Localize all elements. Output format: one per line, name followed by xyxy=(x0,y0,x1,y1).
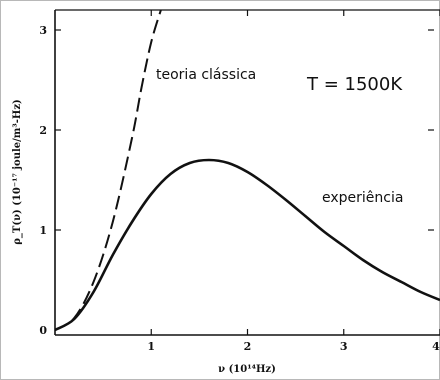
series-group xyxy=(55,10,440,332)
y-tick-label: 2 xyxy=(39,124,47,137)
x-tick-label: 4 xyxy=(432,340,440,353)
y-tick-label: 3 xyxy=(39,24,47,37)
x-tick-label: 2 xyxy=(244,340,252,353)
annotation-classical: teoria clássica xyxy=(156,67,256,83)
series-line-classical xyxy=(55,10,162,331)
y-tick-label: 1 xyxy=(39,224,47,237)
y-tick-label: 0 xyxy=(39,324,47,337)
annotation-experiment: experiência xyxy=(322,190,403,206)
axis-ticks: 1 2 3 4 0 1 2 3 xyxy=(39,10,440,353)
x-tick-label: 1 xyxy=(147,340,155,353)
series-line-experiment xyxy=(55,158,440,332)
x-axis-label: ν (10¹⁴Hz) xyxy=(218,364,276,375)
y-axis-label: ρ_T(ν) (10⁻¹⁷ joule/m³-Hz) xyxy=(12,99,23,244)
x-tick-label: 3 xyxy=(340,340,348,353)
annotation-temperature: T = 1500K xyxy=(306,74,403,95)
